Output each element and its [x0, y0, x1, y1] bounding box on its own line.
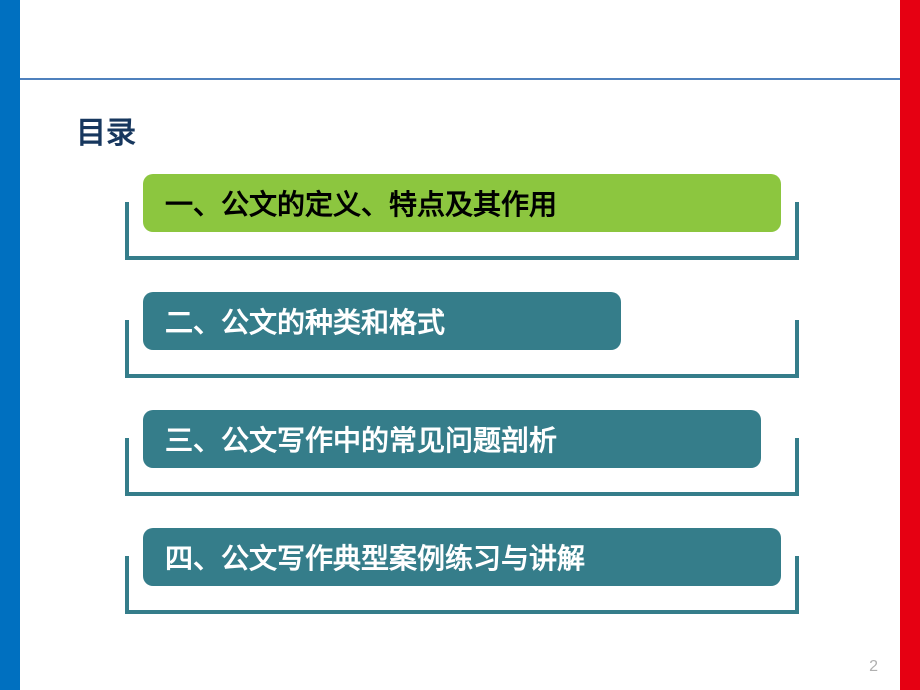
toc-label: 三、公文写作中的常见问题剖析	[165, 419, 557, 459]
toc-label: 一、公文的定义、特点及其作用	[165, 183, 557, 223]
toc-bar: 三、公文写作中的常见问题剖析	[143, 410, 761, 468]
toc-item-1: 一、公文的定义、特点及其作用	[125, 174, 803, 264]
toc-item-3: 三、公文写作中的常见问题剖析	[125, 410, 803, 500]
left-accent-stripe	[0, 0, 20, 690]
header-divider	[20, 78, 900, 80]
toc-item-2: 二、公文的种类和格式	[125, 292, 803, 382]
toc-bar: 四、公文写作典型案例练习与讲解	[143, 528, 781, 586]
toc-item-4: 四、公文写作典型案例练习与讲解	[125, 528, 803, 618]
toc-label: 四、公文写作典型案例练习与讲解	[165, 537, 585, 577]
table-of-contents: 一、公文的定义、特点及其作用 二、公文的种类和格式 三、公文写作中的常见问题剖析…	[125, 174, 803, 646]
toc-bar-active: 一、公文的定义、特点及其作用	[143, 174, 781, 232]
page-number: 2	[869, 658, 878, 676]
toc-label: 二、公文的种类和格式	[165, 301, 445, 341]
toc-bar: 二、公文的种类和格式	[143, 292, 621, 350]
page-title: 目录	[76, 108, 136, 152]
right-accent-stripe	[900, 0, 920, 690]
